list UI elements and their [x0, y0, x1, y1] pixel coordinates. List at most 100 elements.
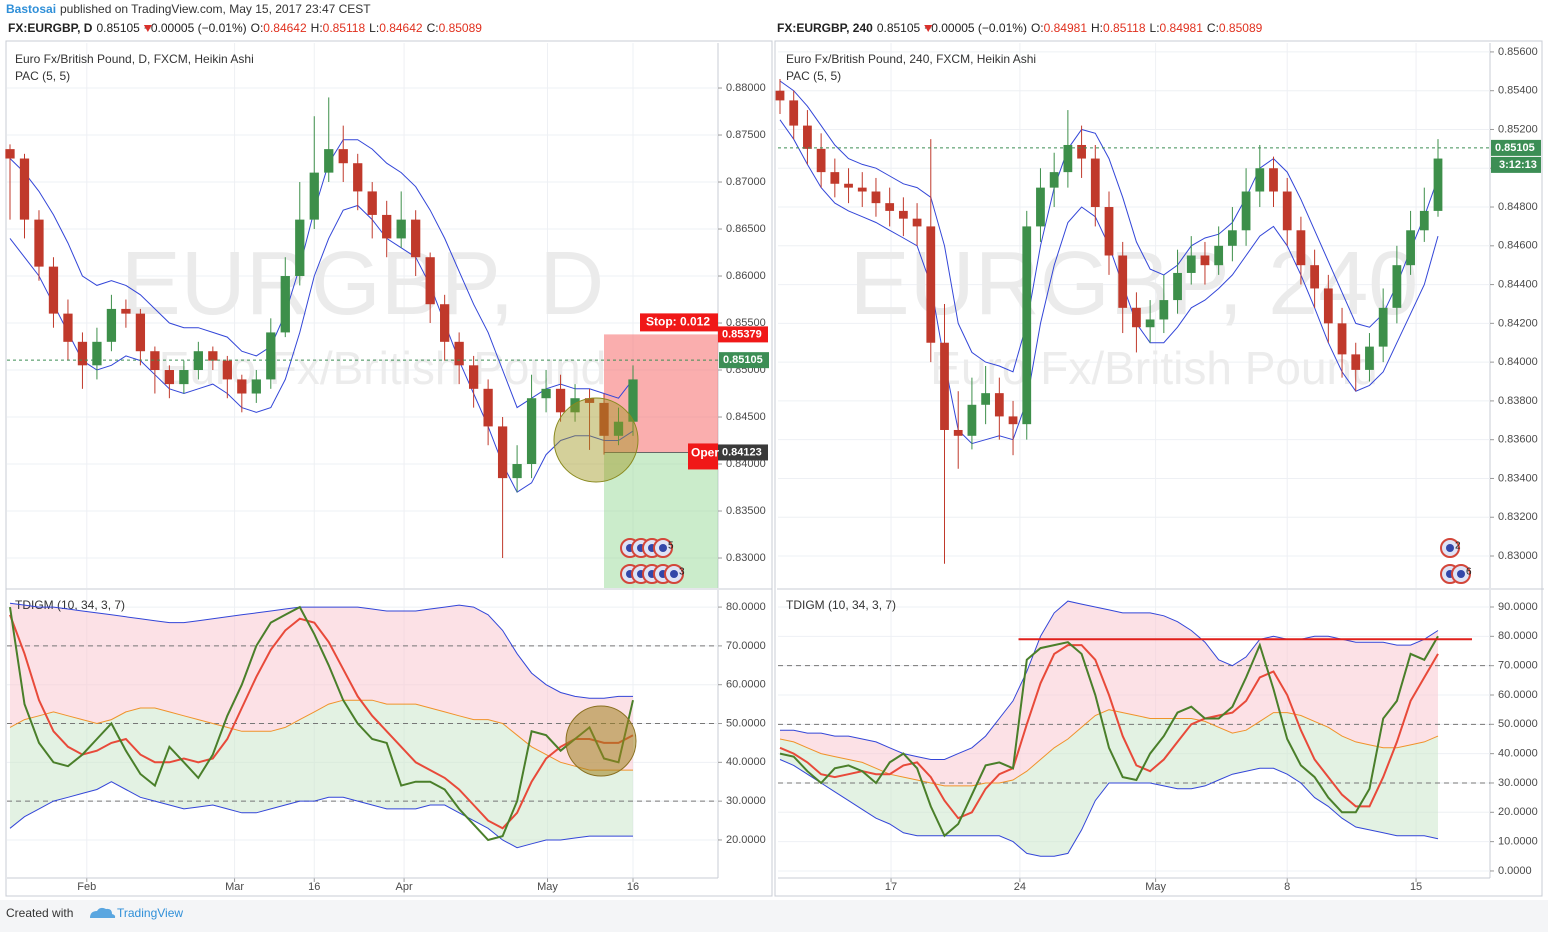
legend-l: 0.84981: [1160, 21, 1204, 35]
candle-body: [570, 398, 580, 413]
candle-body: [63, 313, 73, 342]
y-tick-label: 20.0000: [1498, 806, 1538, 818]
highlight-circle: [553, 397, 639, 483]
candle-body: [953, 429, 963, 436]
author[interactable]: Bastosai: [6, 2, 56, 16]
stop-tag-label: Stop: 0.012: [646, 315, 710, 329]
candle-body: [34, 219, 44, 267]
candle-body: [541, 388, 551, 399]
legend-o-label: O:: [1031, 21, 1044, 35]
y-tick-label: 0.84800: [1498, 201, 1538, 213]
candle-body: [280, 276, 290, 333]
right-panel-frame: [774, 40, 1543, 897]
event-count: 3: [679, 567, 685, 578]
entry-tag-label: Oper: [691, 446, 719, 460]
indicator-title: TDIGM (10, 34, 3, 7): [786, 598, 896, 612]
candle-body: [967, 404, 977, 436]
legend-l-label: L:: [1150, 21, 1160, 35]
pac-band-lower: [9, 204, 634, 493]
indicator-title: TDIGM (10, 34, 3, 7): [15, 598, 125, 612]
y-tick-label: 40.0000: [1498, 748, 1538, 760]
last-price-label: 0.85105: [723, 354, 763, 366]
indicator-line: [9, 781, 633, 849]
stop-axis-tag: [718, 326, 768, 343]
candle-body: [628, 379, 638, 422]
candle-body: [1433, 158, 1443, 211]
charts: Feb Mar 16 Apr May 160.830000.835000.840000.8…: [5, 21, 1544, 893]
x-tick-label: 8: [1284, 881, 1290, 893]
y-tick-label: 0.83000: [1498, 550, 1538, 562]
candle-body: [912, 218, 922, 227]
y-tick-label: 0.83000: [726, 552, 766, 564]
candle-body: [1419, 210, 1429, 231]
indicator-line: [9, 614, 634, 830]
candle-body: [396, 219, 406, 239]
candle-body: [1392, 265, 1402, 308]
candle-body: [1310, 265, 1320, 289]
candle-body: [295, 219, 305, 277]
chart-title: Euro Fx/British Pound, 240, FXCM, Heikin…: [786, 52, 1036, 66]
candle-body: [1063, 144, 1073, 173]
legend-l: 0.84642: [379, 21, 423, 35]
indicator-line: [9, 602, 633, 699]
candle-body: [251, 379, 261, 394]
stop-tag: [640, 313, 718, 332]
y-tick-label: 80.0000: [1498, 630, 1538, 642]
y-tick-label: 80.0000: [726, 601, 766, 613]
candle-body: [48, 266, 59, 314]
x-tick-label: May: [1145, 881, 1166, 893]
event-badge-core: [670, 570, 678, 578]
y-tick-label: 30.0000: [726, 795, 766, 807]
highlight-circle: [565, 705, 637, 777]
legend-change: −0.00005 (−0.01%): [144, 21, 247, 35]
candle-body: [512, 464, 522, 479]
candle-body: [1255, 168, 1265, 192]
candle-body: [1173, 272, 1182, 301]
candle-body: [324, 149, 334, 173]
y-tick-label: 70.0000: [1498, 660, 1538, 672]
symbol-legend: FX:EURGBP, D 0.85105 −0.00005 (−0.01%) O:0.…: [8, 21, 482, 35]
candle-body: [150, 351, 160, 371]
stop-axis-label: 0.85379: [722, 328, 762, 340]
indicator-line: [780, 600, 1439, 760]
y-tick-label: 0.84400: [1498, 278, 1538, 290]
left-panel-frame: [5, 40, 773, 897]
x-tick-label: Mar: [225, 881, 244, 893]
candle-body: [1036, 187, 1045, 227]
candle-body: [309, 172, 319, 220]
candle-body: [440, 304, 450, 342]
candle-body: [885, 203, 895, 211]
footer-brand[interactable]: TradingView: [117, 906, 183, 920]
candle-body: [1118, 255, 1128, 308]
tradingview-logo: [90, 907, 116, 918]
x-tick-label: 24: [1014, 881, 1026, 893]
y-tick-label: 20.0000: [726, 834, 766, 846]
symbol-legend: FX:EURGBP, 240 0.85105 −0.00005 (−0.01%) O:…: [777, 21, 1263, 35]
y-tick-label: 50.0000: [726, 717, 766, 729]
legend-h: 0.85118: [323, 21, 366, 35]
candle-body: [1227, 230, 1237, 246]
change-arrow: [143, 25, 152, 32]
candle-body: [526, 398, 537, 465]
x-tick-label: May: [537, 881, 558, 893]
candle-body: [1200, 255, 1210, 266]
candle-body: [1022, 226, 1032, 425]
legend-h: 0.85118: [1103, 21, 1146, 35]
candle-body: [1186, 255, 1196, 273]
y-tick-label: 0.87500: [726, 129, 766, 141]
footer-bar: [0, 900, 1548, 932]
legend-h-label: H:: [1091, 21, 1103, 35]
candle-body: [179, 370, 189, 385]
y-tick-label: 0.83800: [1498, 395, 1538, 407]
candle-body: [830, 172, 840, 184]
candle-body: [926, 226, 936, 343]
bar-timer-tag: [1491, 156, 1541, 173]
candle-body: [613, 421, 624, 436]
legend-l-label: L:: [369, 21, 379, 35]
candle-body: [775, 90, 785, 101]
legend-o: 0.84981: [1044, 21, 1088, 35]
y-tick-label: 30.0000: [1498, 777, 1538, 789]
candle-body: [266, 332, 276, 380]
y-tick-label: 0.85600: [1498, 46, 1538, 58]
y-tick-label: 0.83500: [726, 505, 766, 517]
